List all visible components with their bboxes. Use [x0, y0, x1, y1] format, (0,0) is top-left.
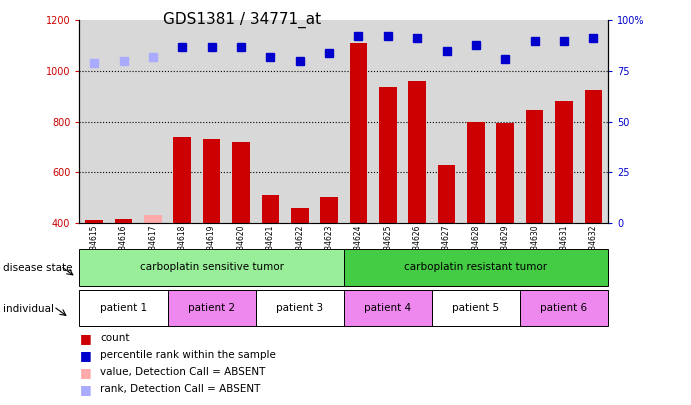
Bar: [555, 101, 573, 223]
Text: individual: individual: [3, 304, 55, 313]
Bar: [467, 122, 484, 223]
Bar: [79, 249, 344, 286]
Text: ■: ■: [79, 349, 91, 362]
Text: carboplatin resistant tumor: carboplatin resistant tumor: [404, 262, 547, 272]
Bar: [261, 195, 279, 223]
Bar: [520, 290, 608, 326]
Text: patient 6: patient 6: [540, 303, 587, 313]
Bar: [173, 137, 191, 223]
Text: value, Detection Call = ABSENT: value, Detection Call = ABSENT: [100, 367, 265, 377]
Bar: [256, 290, 344, 326]
Bar: [496, 123, 514, 223]
Text: ■: ■: [79, 366, 91, 379]
Bar: [291, 207, 308, 223]
Text: disease state: disease state: [3, 263, 73, 273]
Text: count: count: [100, 333, 130, 343]
Text: patient 5: patient 5: [453, 303, 500, 313]
Bar: [526, 110, 543, 223]
Bar: [344, 290, 432, 326]
Text: percentile rank within the sample: percentile rank within the sample: [100, 350, 276, 360]
Text: ■: ■: [79, 332, 91, 345]
Text: patient 1: patient 1: [100, 303, 147, 313]
Text: patient 2: patient 2: [188, 303, 235, 313]
Text: carboplatin sensitive tumor: carboplatin sensitive tumor: [140, 262, 283, 272]
Text: rank, Detection Call = ABSENT: rank, Detection Call = ABSENT: [100, 384, 261, 394]
Bar: [320, 198, 338, 223]
Text: GDS1381 / 34771_at: GDS1381 / 34771_at: [163, 12, 321, 28]
Bar: [79, 290, 167, 326]
Bar: [350, 43, 367, 223]
Bar: [432, 290, 520, 326]
Bar: [85, 220, 103, 223]
Bar: [379, 87, 397, 223]
Bar: [437, 164, 455, 223]
Bar: [408, 81, 426, 223]
Text: ■: ■: [79, 383, 91, 396]
Bar: [167, 290, 256, 326]
Bar: [144, 215, 162, 223]
Text: patient 4: patient 4: [364, 303, 411, 313]
Bar: [232, 142, 249, 223]
Bar: [344, 249, 608, 286]
Bar: [115, 219, 132, 223]
Text: patient 3: patient 3: [276, 303, 323, 313]
Bar: [585, 90, 602, 223]
Bar: [202, 139, 220, 223]
